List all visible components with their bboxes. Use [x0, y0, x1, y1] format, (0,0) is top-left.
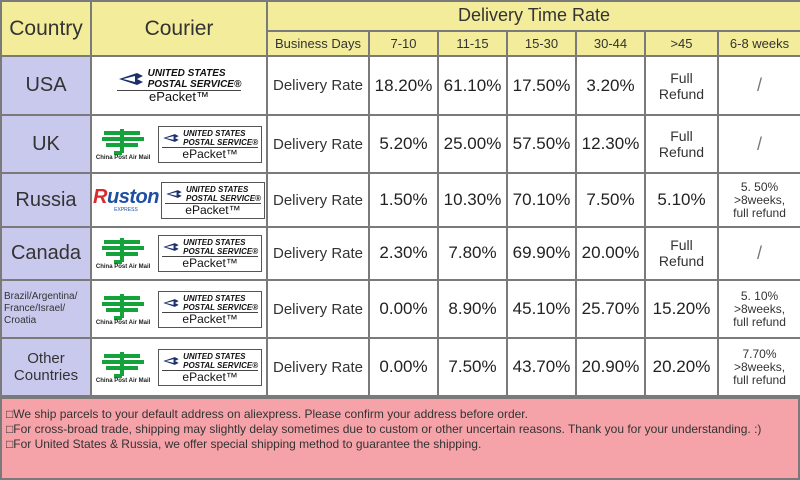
usps-eagle-icon — [166, 189, 182, 198]
column-header-11-15: 11-15 — [437, 29, 508, 58]
rate-7-10: 0.00% — [368, 279, 439, 340]
note-item: □We ship parcels to your default address… — [6, 407, 528, 421]
rate-15-30: 70.10% — [506, 172, 577, 228]
business-days-cell: Delivery Rate — [266, 55, 370, 116]
ruston-logo: Ruston EXPRESS — [93, 186, 159, 213]
china-post-icon — [102, 238, 145, 265]
rate-6-8-weeks: / — [716, 55, 800, 116]
usps-epacket-logo: UNITED STATES POSTAL SERVICE® ePacket™ — [160, 181, 265, 219]
table-row: USA UNITED STATES POSTAL SERVICE® ePacket… — [0, 55, 800, 116]
rate-6-8-weeks: 7.70% >8weeks, full refund — [716, 337, 800, 397]
courier-column-header: Courier — [90, 0, 268, 58]
rate-11-15: 7.80% — [437, 225, 508, 282]
delivery-time-rate-title: Delivery Time Rate — [265, 0, 800, 32]
business-days-cell: Delivery Rate — [266, 225, 370, 282]
rate-15-30: 57.50% — [506, 113, 577, 175]
business-days-cell: Delivery Rate — [266, 172, 370, 228]
usps-epacket-logo: UNITED STATES POSTAL SERVICE® ePacket™ — [116, 68, 242, 103]
rate-30-44: 7.50% — [575, 172, 646, 228]
rate-30-44: 20.00% — [575, 225, 646, 282]
rate-11-15: 25.00% — [437, 113, 508, 175]
courier-cell: China Post Air Mail UNITED STATES POSTAL … — [90, 337, 268, 397]
table-row: Other Countries China Post Air Mail UNIT… — [0, 337, 800, 397]
business-days-cell: Delivery Rate — [266, 279, 370, 340]
rate-30-44: 12.30% — [575, 113, 646, 175]
rate-7-10: 0.00% — [368, 337, 439, 397]
delivery-rate-table: Country Courier Delivery Time Rate Busin… — [0, 0, 800, 397]
business-days-cell: Delivery Rate — [266, 337, 370, 397]
rate-over-45: 20.20% — [644, 337, 719, 397]
china-post-logo: China Post Air Mail — [96, 292, 150, 326]
rate-15-30: 43.70% — [506, 337, 577, 397]
country-cell: Russia — [0, 172, 92, 228]
usps-epacket-logo: UNITED STATES POSTAL SERVICE® ePacket™ — [158, 348, 263, 386]
rate-6-8-weeks: / — [716, 113, 800, 175]
business-days-cell: Delivery Rate — [266, 113, 370, 175]
usps-eagle-icon — [163, 242, 179, 251]
rate-over-45: 5.10% — [644, 172, 719, 228]
rate-6-8-weeks: / — [716, 225, 800, 282]
country-cell: USA — [0, 55, 92, 116]
courier-cell: UNITED STATES POSTAL SERVICE® ePacket™ — [90, 55, 268, 116]
china-post-logo: China Post Air Mail — [96, 236, 150, 270]
rate-over-45: Full Refund — [644, 225, 719, 282]
column-header-7-10: 7-10 — [368, 29, 439, 58]
rate-over-45: Full Refund — [644, 113, 719, 175]
china-post-icon — [102, 352, 145, 379]
column-header-business-days: Business Days — [266, 29, 370, 58]
usps-eagle-icon — [163, 356, 179, 365]
usps-epacket-logo: UNITED STATES POSTAL SERVICE® ePacket™ — [158, 290, 263, 328]
country-cell: Brazil/Argentina/ France/Israel/ Croatia — [0, 279, 92, 340]
rate-15-30: 69.90% — [506, 225, 577, 282]
country-cell: Canada — [0, 225, 92, 282]
rate-30-44: 3.20% — [575, 55, 646, 116]
rate-11-15: 7.50% — [437, 337, 508, 397]
column-header-6-8-weeks: 6-8 weeks — [716, 29, 800, 58]
rate-30-44: 25.70% — [575, 279, 646, 340]
ruston-wordmark: uston — [106, 186, 159, 208]
rate-over-45: Full Refund — [644, 55, 719, 116]
country-cell: UK — [0, 113, 92, 175]
rate-7-10: 1.50% — [368, 172, 439, 228]
rate-11-15: 10.30% — [437, 172, 508, 228]
rate-15-30: 17.50% — [506, 55, 577, 116]
china-post-logo: China Post Air Mail — [96, 350, 150, 384]
rate-7-10: 18.20% — [368, 55, 439, 116]
table-row: Canada China Post Air Mail UNITED STATES… — [0, 225, 800, 282]
usps-epacket-logo: UNITED STATES POSTAL SERVICE® ePacket™ — [158, 125, 263, 163]
usps-epacket-logo: UNITED STATES POSTAL SERVICE® ePacket™ — [158, 234, 263, 272]
rate-11-15: 8.90% — [437, 279, 508, 340]
note-item: □For United States & Russia, we offer sp… — [6, 437, 482, 451]
rate-6-8-weeks: 5. 10% >8weeks, full refund — [716, 279, 800, 340]
rate-30-44: 20.90% — [575, 337, 646, 397]
usps-eagle-icon — [163, 133, 179, 142]
rate-11-15: 61.10% — [437, 55, 508, 116]
table-row: Brazil/Argentina/ France/Israel/ Croatia… — [0, 279, 800, 340]
courier-cell: China Post Air Mail UNITED STATES POSTAL … — [90, 225, 268, 282]
china-post-icon — [102, 294, 145, 321]
rate-6-8-weeks: 5. 50% >8weeks, full refund — [716, 172, 800, 228]
rate-7-10: 5.20% — [368, 113, 439, 175]
shipping-notes: □We ship parcels to your default address… — [0, 397, 800, 480]
table-row: Russia Ruston EXPRESS UNITED STATES POSTA… — [0, 172, 800, 228]
courier-cell: China Post Air Mail UNITED STATES POSTAL … — [90, 113, 268, 175]
courier-cell: China Post Air Mail UNITED STATES POSTAL … — [90, 279, 268, 340]
column-header-over-45: >45 — [644, 29, 719, 58]
china-post-icon — [102, 129, 145, 156]
usps-eagle-icon — [163, 298, 179, 307]
column-header-15-30: 15-30 — [506, 29, 577, 58]
rate-over-45: 15.20% — [644, 279, 719, 340]
china-post-logo: China Post Air Mail — [96, 127, 150, 161]
rate-15-30: 45.10% — [506, 279, 577, 340]
courier-cell: Ruston EXPRESS UNITED STATES POSTAL SERVI… — [90, 172, 268, 228]
table-row: UK China Post Air Mail UNITED STATES POST… — [0, 113, 800, 175]
country-column-header: Country — [0, 0, 92, 58]
country-cell: Other Countries — [0, 337, 92, 397]
note-item: □For cross-broad trade, shipping may sli… — [6, 422, 762, 436]
usps-eagle-icon — [118, 73, 143, 86]
rate-7-10: 2.30% — [368, 225, 439, 282]
column-header-30-44: 30-44 — [575, 29, 646, 58]
